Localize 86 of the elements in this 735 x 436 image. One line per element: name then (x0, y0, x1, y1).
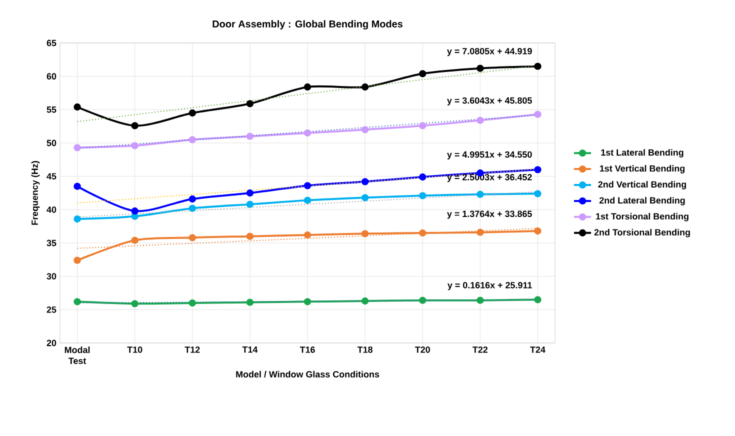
x-tick-label: T10 (127, 346, 142, 353)
y-tick-label: 65 (46, 40, 56, 46)
annotation: y = 1.3764x + 33.865 (447, 210, 532, 219)
point (74, 298, 81, 306)
point (246, 232, 254, 240)
point (476, 296, 484, 304)
point (476, 64, 484, 72)
point (74, 144, 81, 152)
point (361, 83, 369, 91)
point (188, 195, 196, 203)
y-tick-label: 40 (46, 206, 56, 213)
chart-title: Door Assembly : Global Bending Modes (212, 20, 402, 30)
point (246, 189, 254, 197)
point (131, 300, 138, 308)
y-axis-title: Frequency (Hz) (31, 161, 40, 225)
x-tick-label: Modal Test (64, 346, 90, 364)
legend-label: 1st Lateral Bending (601, 149, 684, 158)
point (131, 236, 138, 244)
point (534, 62, 542, 70)
y-tick-label: 35 (46, 240, 56, 246)
point (534, 296, 542, 304)
x-tick-label: T12 (184, 346, 200, 353)
point (131, 142, 138, 150)
point (304, 298, 312, 306)
point (304, 129, 312, 137)
point (419, 229, 426, 237)
point (361, 230, 369, 238)
legend-label: 2nd Lateral Bending (599, 196, 685, 206)
point (74, 256, 81, 264)
annotation: y = 3.6043x + 45.805 (447, 97, 532, 106)
point (131, 212, 138, 220)
point (74, 182, 81, 190)
point (361, 297, 369, 305)
point (246, 132, 254, 140)
legend-label: 2nd Vertical Bending (598, 181, 686, 190)
y-tick-label: 50 (46, 140, 56, 146)
x-tick-label: T16 (300, 346, 315, 353)
point (74, 215, 81, 223)
annotation: y = 0.1616x + 25.911 (448, 282, 532, 290)
y-tick-label: 25 (46, 306, 56, 313)
point (246, 298, 254, 306)
point (246, 100, 254, 108)
x-tick-label: T22 (472, 346, 488, 353)
legend-label: 1st Vertical Bending (600, 165, 685, 174)
point (188, 204, 196, 212)
point (534, 190, 542, 198)
legend-label: 2nd Torsional Bending (594, 228, 690, 238)
annotation: y = 4.9951x + 34.550 (447, 151, 532, 160)
point (131, 122, 138, 130)
point (188, 109, 196, 117)
point (361, 194, 369, 202)
point (476, 116, 484, 124)
point (534, 166, 542, 174)
point (534, 110, 542, 118)
point (131, 207, 138, 215)
point (419, 296, 426, 304)
legend-label: 1st Torsional Bending (596, 212, 688, 222)
x-tick-label: T18 (357, 346, 373, 353)
point (476, 228, 484, 236)
point (188, 136, 196, 144)
point (361, 178, 369, 186)
x-tick-label: T14 (242, 346, 258, 353)
y-tick-label: 20 (46, 340, 56, 346)
x-tick-label: T20 (414, 346, 430, 353)
y-tick-label: 60 (46, 73, 56, 80)
point (74, 103, 81, 111)
point (304, 231, 312, 239)
point (246, 200, 254, 208)
point (304, 83, 312, 91)
annotation: y = 7.0805x + 44.919 (447, 48, 532, 56)
point (188, 234, 196, 242)
point (361, 126, 369, 134)
point (188, 299, 196, 307)
x-axis-title: Model / Window Glass Conditions (236, 370, 380, 378)
x-tick-label: T24 (530, 346, 546, 353)
point (419, 192, 426, 200)
y-tick-label: 55 (46, 106, 56, 113)
point (419, 122, 426, 130)
point (304, 182, 312, 190)
point (476, 190, 484, 198)
point (419, 70, 426, 78)
point (304, 196, 312, 204)
point (534, 227, 542, 235)
y-tick-label: 45 (46, 173, 56, 180)
y-tick-label: 30 (46, 273, 56, 280)
point (419, 173, 426, 181)
